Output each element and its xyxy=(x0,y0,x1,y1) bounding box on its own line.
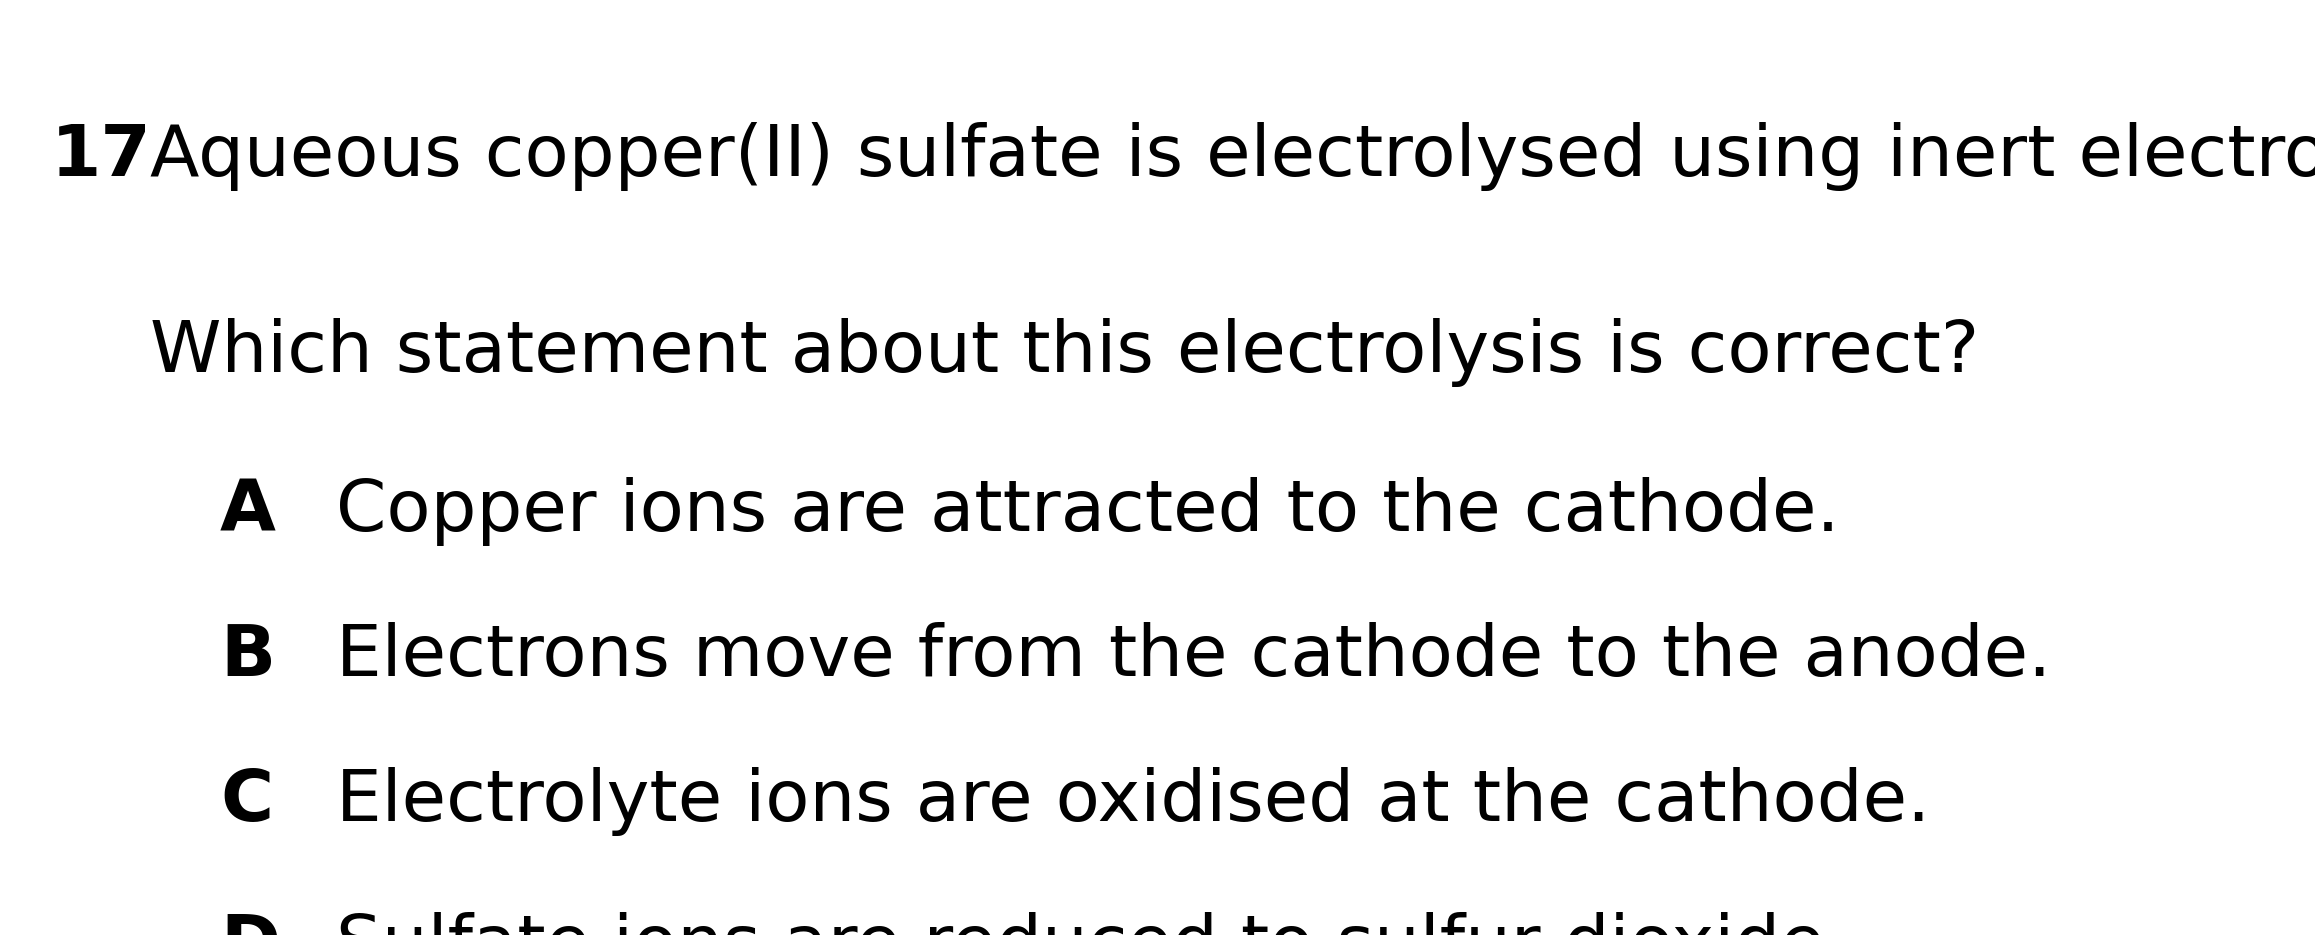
Text: D: D xyxy=(220,912,280,935)
Text: 17: 17 xyxy=(51,122,153,191)
Text: A: A xyxy=(220,477,275,546)
Text: Electrolyte ions are oxidised at the cathode.: Electrolyte ions are oxidised at the cat… xyxy=(336,767,1931,836)
Text: C: C xyxy=(220,767,273,836)
Text: Which statement about this electrolysis is correct?: Which statement about this electrolysis … xyxy=(150,318,1979,387)
Text: B: B xyxy=(220,622,275,691)
Text: Copper ions are attracted to the cathode.: Copper ions are attracted to the cathode… xyxy=(336,477,1838,546)
Text: Electrons move from the cathode to the anode.: Electrons move from the cathode to the a… xyxy=(336,622,2051,691)
Text: Aqueous copper(II) sulfate is electrolysed using inert electrodes.: Aqueous copper(II) sulfate is electrolys… xyxy=(150,122,2315,191)
Text: Sulfate ions are reduced to sulfur dioxide.: Sulfate ions are reduced to sulfur dioxi… xyxy=(336,912,1847,935)
